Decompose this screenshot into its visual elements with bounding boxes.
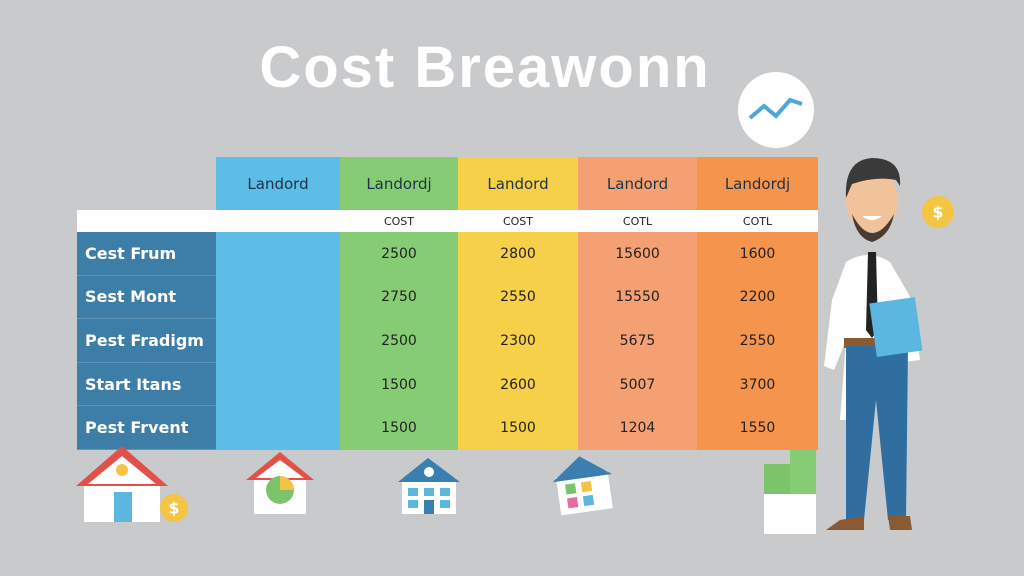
value-cell: 5675 — [578, 319, 697, 363]
value-cell: 2750 — [340, 275, 458, 320]
trend-line — [748, 97, 803, 120]
value-cell: 3700 — [697, 362, 818, 407]
value-cell: 2500 — [340, 232, 458, 276]
coin-symbol: $ — [932, 203, 943, 222]
house-4 — [552, 456, 613, 516]
row-label: Pest Frvent — [77, 406, 216, 450]
row-label: Pest Fradigm — [77, 319, 216, 363]
value-cell: 2300 — [458, 319, 578, 363]
house-1 — [76, 446, 188, 522]
row-label: Start Itans — [77, 362, 216, 407]
column-subheader: COTL — [697, 210, 818, 232]
column-header: Landord — [458, 157, 578, 210]
value-cell: 2600 — [458, 362, 578, 407]
value-cell: 2200 — [697, 275, 818, 320]
value-cell: 2500 — [340, 319, 458, 363]
column-header: Landord — [578, 157, 697, 210]
row-label: Cest Frum — [77, 232, 216, 276]
coin-symbol: $ — [168, 499, 179, 518]
value-cell: 15550 — [578, 275, 697, 320]
value-cell: 5007 — [578, 362, 697, 407]
person — [824, 158, 954, 530]
value-cell: 2800 — [458, 232, 578, 276]
house-2 — [246, 452, 314, 514]
blocks — [764, 450, 816, 534]
value-cell: 1600 — [697, 232, 818, 276]
column-subheader: COST — [340, 210, 458, 232]
house-3 — [398, 458, 460, 514]
column-subheader: COST — [458, 210, 578, 232]
blank-cell — [216, 275, 340, 320]
row-label: Sest Mont — [77, 275, 216, 320]
value-cell: 1500 — [340, 406, 458, 450]
subheader-blank — [77, 210, 340, 232]
column-subheader: COTL — [578, 210, 697, 232]
column-header: Landordj — [340, 157, 458, 210]
value-cell: 2550 — [458, 275, 578, 320]
column-header: Landordj — [697, 157, 818, 210]
value-cell: 1204 — [578, 406, 697, 450]
title: Cost Breawonn — [259, 35, 711, 100]
value-cell: 1500 — [340, 362, 458, 407]
value-cell: 1500 — [458, 406, 578, 450]
value-cell: 2550 — [697, 319, 818, 363]
column-header: Landord — [216, 157, 340, 210]
blank-cell — [216, 319, 340, 363]
blank-cell — [216, 362, 340, 407]
blank-cell — [216, 232, 340, 276]
blank-cell — [216, 406, 340, 450]
value-cell: 15600 — [578, 232, 697, 276]
value-cell: 1550 — [697, 406, 818, 450]
trend-icon — [738, 72, 814, 148]
